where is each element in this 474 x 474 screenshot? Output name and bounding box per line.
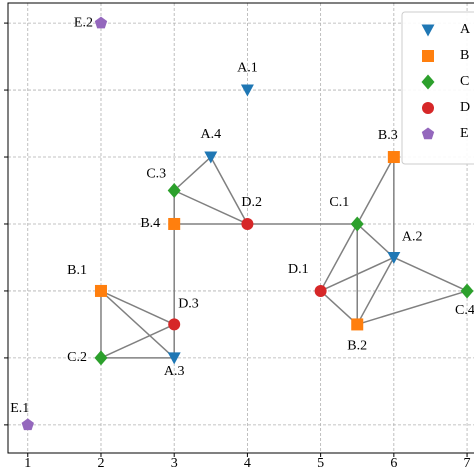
point-label: B.2 [347, 339, 367, 354]
point-label: D.1 [288, 262, 309, 277]
point-label: A.3 [164, 364, 185, 379]
marker [351, 318, 364, 331]
marker [204, 151, 218, 164]
edge [356, 223, 395, 259]
point-label: D.2 [241, 195, 262, 210]
marker [240, 84, 254, 97]
point-label: A.1 [237, 60, 258, 75]
edge [320, 290, 358, 325]
marker [422, 50, 434, 62]
point-label: E.2 [74, 15, 93, 30]
point-label: C.1 [329, 195, 349, 210]
edge [319, 223, 358, 292]
legend-label: D [460, 100, 470, 115]
marker [421, 127, 435, 140]
edge [100, 323, 175, 359]
edge [210, 156, 249, 225]
point-label: E.1 [10, 401, 29, 416]
point-label: D.3 [178, 297, 199, 312]
point-label: A.4 [200, 127, 221, 142]
edge [357, 290, 468, 326]
point-label: B.4 [140, 216, 160, 231]
x-tick-label: 3 [171, 456, 178, 471]
edge [356, 156, 395, 225]
marker [94, 284, 107, 297]
edge [100, 290, 175, 359]
legend-label: B [460, 48, 469, 63]
legend-label: A [460, 22, 471, 37]
legend-label: C [460, 74, 469, 89]
point-label: A.2 [402, 230, 423, 245]
point-label: B.3 [378, 128, 398, 143]
x-tick-label: 1 [24, 456, 31, 471]
marker [387, 251, 401, 264]
marker [387, 151, 400, 164]
edge [320, 256, 395, 292]
marker [314, 284, 327, 297]
marker [421, 24, 435, 37]
marker [422, 102, 434, 114]
marker [167, 352, 181, 365]
x-tick-label: 2 [97, 456, 104, 471]
marker [167, 183, 181, 198]
legend-label: E [460, 126, 469, 141]
marker [421, 74, 435, 90]
point-label: C.2 [67, 350, 87, 365]
plot: 1 2 3 4 5 6 7 A.1 A.2 A.3 A.4 B.1 B.2 B.3 B.4 C.1 C.2 C.3… [4, 2, 474, 471]
marker [94, 16, 108, 29]
legend-box [401, 11, 474, 165]
edge [173, 189, 248, 225]
edge [356, 257, 395, 325]
point-label: B.1 [67, 263, 87, 278]
point-label: C.3 [146, 167, 166, 182]
edge [173, 156, 212, 192]
x-tick-label: 5 [317, 456, 324, 471]
edge [100, 290, 175, 326]
marker [350, 216, 364, 232]
axes-frame [7, 2, 474, 454]
point-label: C.4 [455, 303, 474, 318]
marker [94, 350, 108, 366]
x-tick-label: 6 [390, 456, 397, 471]
marker [168, 217, 181, 230]
marker [168, 318, 181, 331]
edge [393, 256, 468, 292]
marker [241, 217, 254, 230]
marker [460, 283, 474, 299]
x-tick-label: 7 [464, 456, 471, 471]
marker [21, 418, 34, 431]
x-tick-label: 4 [244, 456, 251, 471]
